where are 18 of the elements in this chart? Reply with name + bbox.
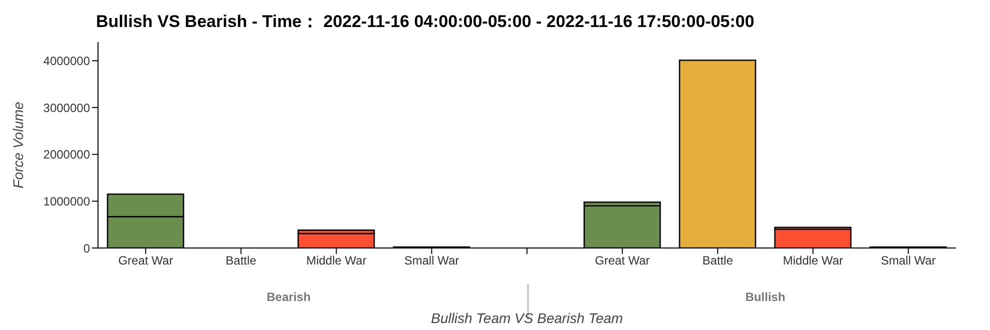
y-tick-label: 2000000: [43, 148, 90, 162]
text: Bearish: [266, 290, 312, 304]
y-tick-label: 0: [83, 241, 90, 256]
y-tick-label: 1000000: [43, 194, 90, 208]
text: Bullish: [744, 290, 786, 304]
x-tick-label: Middle War: [306, 254, 366, 268]
x-tick-label: Small War: [880, 254, 936, 268]
x-tick-label: Battle: [702, 254, 734, 268]
y-axis-title: Force Volume: [10, 101, 26, 188]
x-axis-title: Bullish Team VS Bearish Team: [430, 310, 624, 326]
y-tick-label: 4000000: [43, 54, 90, 68]
y-tick-label: 3000000: [43, 100, 90, 115]
x-tick-label: Middle War: [782, 254, 844, 268]
x-tick-label: Great War: [594, 254, 650, 268]
x-tick-label: Small War: [404, 254, 460, 268]
x-tick-label: Great War: [118, 254, 174, 268]
chart-title: Bullish VS Bearish - Time： 2022-11-16 04:00:00-05:00 - 2022-11-16 17:50:00-05:00: [96, 11, 754, 33]
x-tick-label: Battle: [226, 254, 257, 268]
